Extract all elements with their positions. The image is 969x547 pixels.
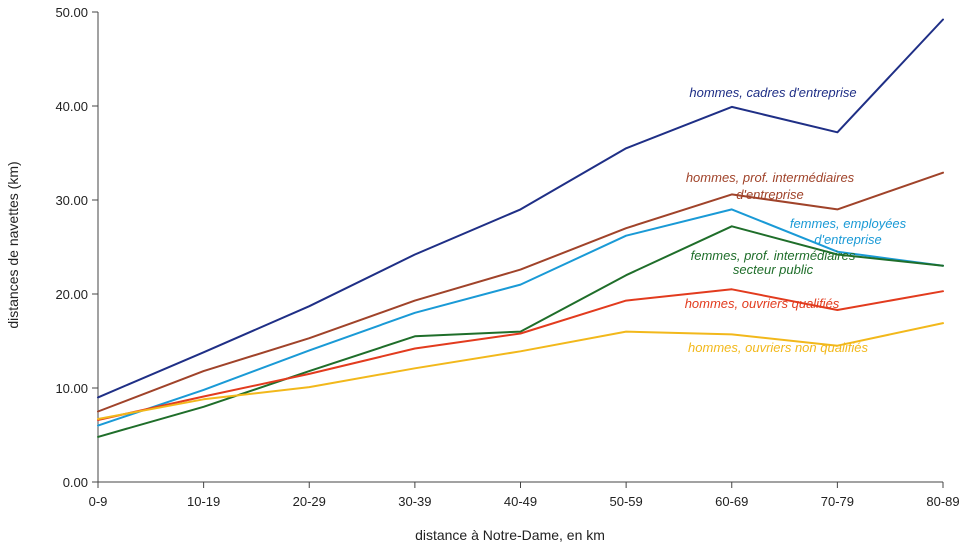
series-label-line: d'entreprise [814,232,882,247]
x-tick-label: 80-89 [926,494,959,509]
series-label-line: secteur public [733,262,814,277]
series-line-0 [97,18,944,399]
y-tick-label: 50.00 [55,5,88,20]
series-label-2: femmes, employées d'entreprise [790,216,907,247]
series-label-5: hommes, ouvriers non qualifiés [688,340,868,355]
x-tick-label: 20-29 [293,494,326,509]
y-tick-label: 0.00 [63,475,88,490]
series-line-5 [97,322,944,420]
x-tick-label: 50-59 [610,494,643,509]
series-label-line: hommes, prof. intermédiaires [686,170,855,185]
series-label-4: hommes, ouvriers qualifiés [685,296,840,311]
x-tick-label: 40-49 [504,494,537,509]
x-axis-label: distance à Notre-Dame, en km [415,527,605,543]
x-tick-label: 60-69 [715,494,748,509]
x-tick-label: 10-19 [187,494,220,509]
series-label-line: hommes, ouvriers non qualifiés [688,340,868,355]
x-tick-label: 0-9 [89,494,108,509]
series-lines [97,18,944,438]
series-label-line: d'entreprise [736,187,804,202]
series-label-line: femmes, employées [790,216,907,231]
x-tick-label: 70-79 [821,494,854,509]
y-axis-label: distances de navettes (km) [5,161,21,328]
series-line-4 [97,288,944,421]
axes: 0.00 10.00 20.00 30.00 40.00 50.00 0-9 10-19 20-… [55,5,959,509]
series-label-line: femmes, prof. intermédiaires [691,248,856,263]
series-label-line: hommes, cadres d'entreprise [689,85,856,100]
series-line-1 [97,171,944,413]
series-line-2 [97,208,944,427]
y-tick-label: 20.00 [55,287,88,302]
y-tick-label: 10.00 [55,381,88,396]
series-label-0: hommes, cadres d'entreprise [689,85,856,100]
series-label-3: femmes, prof. intermédiaires secteur publ… [691,248,856,277]
series-label-line: hommes, ouvriers qualifiés [685,296,840,311]
series-labels: hommes, cadres d'entreprise hommes, prof.… [685,85,907,355]
y-tick-label: 40.00 [55,99,88,114]
x-tick-label: 30-39 [398,494,431,509]
y-tick-label: 30.00 [55,193,88,208]
series-label-1: hommes, prof. intermédiaires d'entreprise [686,170,855,202]
